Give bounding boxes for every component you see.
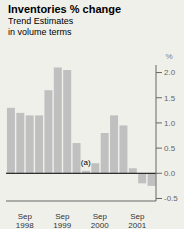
- svg-text:0.0: 0.0: [164, 169, 176, 178]
- svg-text:Sep1999: Sep1999: [53, 212, 71, 229]
- svg-text:0.5: 0.5: [164, 144, 176, 153]
- svg-text:-0.5: -0.5: [164, 194, 176, 203]
- svg-text:1.5: 1.5: [164, 94, 176, 103]
- svg-text:(a): (a): [81, 158, 91, 167]
- html-text:in volume terms: in volume terms: [8, 27, 72, 37]
- svg-text:1.0: 1.0: [164, 119, 176, 128]
- svg-text:%: %: [165, 52, 172, 61]
- html-text:Inventories % change: Inventories % change: [8, 3, 122, 15]
- svg-text:Sep2000: Sep2000: [91, 212, 109, 229]
- html-text:Trend Estimates: Trend Estimates: [8, 16, 74, 26]
- svg-text:Sep2001: Sep2001: [128, 212, 146, 229]
- svg-text:Sep1998: Sep1998: [16, 212, 34, 229]
- svg-text:2.0: 2.0: [164, 68, 176, 77]
